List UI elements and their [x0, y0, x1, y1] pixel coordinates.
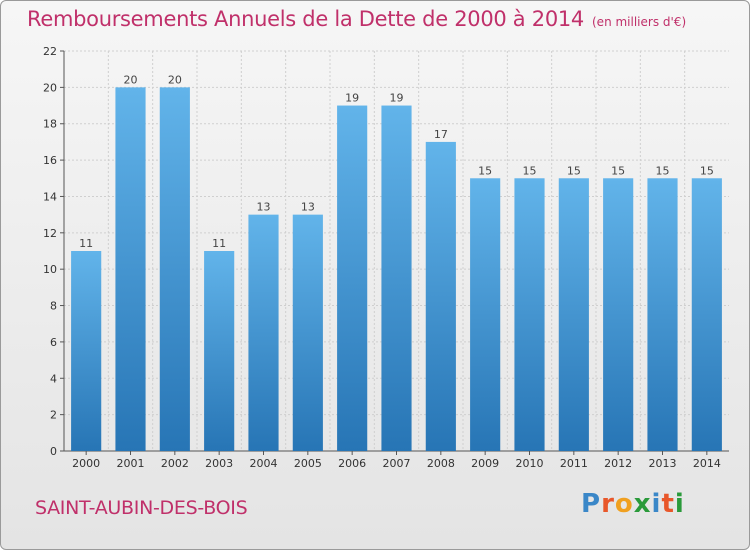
x-tick-label: 2003: [205, 457, 233, 470]
bar: [71, 251, 102, 451]
y-tick-label: 14: [43, 190, 57, 203]
data-label: 20: [124, 73, 138, 86]
y-tick-label: 0: [50, 445, 57, 458]
chart-title: Remboursements Annuels de la Dette de 20…: [27, 7, 584, 31]
data-label: 13: [301, 201, 315, 214]
data-label: 13: [257, 201, 271, 214]
data-label: 19: [390, 92, 404, 105]
commune-name: SAINT-AUBIN-DES-BOIS: [35, 497, 248, 519]
bar: [159, 87, 190, 451]
data-label: 15: [700, 164, 714, 177]
bar: [248, 214, 279, 451]
bar: [381, 105, 412, 451]
bar: [603, 178, 634, 452]
x-tick-label: 2008: [427, 457, 455, 470]
y-tick-label: 8: [50, 300, 57, 313]
x-tick-label: 2014: [693, 457, 721, 470]
proxiti-logo: Proxiti: [581, 489, 685, 519]
x-tick-label: 2010: [516, 457, 544, 470]
labels: 0 2 4 6 8 10 12 14 16 18 20 22 11 2000 20 2001 20 2002 11 2…: [43, 45, 721, 470]
bar: [292, 214, 323, 451]
x-tick-label: 2000: [72, 457, 100, 470]
bars: [71, 87, 722, 452]
bar: [204, 251, 235, 451]
x-tick-label: 2013: [649, 457, 677, 470]
y-tick-label: 10: [43, 263, 57, 276]
y-tick-label: 4: [50, 372, 57, 385]
x-tick-label: 2006: [338, 457, 366, 470]
x-tick-label: 2001: [117, 457, 145, 470]
y-tick-label: 12: [43, 227, 57, 240]
data-label: 11: [79, 237, 93, 250]
logo-letter: t: [661, 489, 675, 519]
bar: [647, 178, 678, 452]
logo-letter: P: [581, 489, 602, 519]
data-label: 17: [434, 128, 448, 141]
data-label: 15: [523, 164, 537, 177]
bar: [691, 178, 722, 452]
bar: [514, 178, 545, 452]
data-label: 15: [567, 164, 581, 177]
y-tick-label: 2: [50, 409, 57, 422]
logo-letter: r: [601, 489, 615, 519]
y-tick-label: 6: [50, 336, 57, 349]
x-tick-label: 2002: [161, 457, 189, 470]
logo-letter: i: [674, 489, 685, 519]
data-label: 19: [345, 92, 359, 105]
x-tick-label: 2009: [471, 457, 499, 470]
data-label: 11: [212, 237, 226, 250]
data-label: 20: [168, 73, 182, 86]
bar: [115, 87, 146, 451]
logo-letter: i: [651, 489, 662, 519]
data-label: 15: [656, 164, 670, 177]
y-tick-label: 20: [43, 81, 57, 94]
bar: [470, 178, 501, 452]
x-tick-label: 2007: [383, 457, 411, 470]
logo-letter: x: [633, 489, 652, 519]
y-tick-label: 22: [43, 45, 57, 58]
y-tick-label: 16: [43, 154, 57, 167]
data-label: 15: [478, 164, 492, 177]
title-block: Remboursements Annuels de la Dette de 20…: [27, 7, 686, 31]
data-label: 15: [611, 164, 625, 177]
x-tick-label: 2012: [604, 457, 632, 470]
x-tick-label: 2005: [294, 457, 322, 470]
bar: [558, 178, 589, 452]
chart-subtitle: (en milliers d'€): [592, 15, 687, 29]
bar: [337, 105, 368, 451]
x-tick-label: 2004: [250, 457, 278, 470]
x-tick-label: 2011: [560, 457, 588, 470]
bar: [425, 141, 456, 451]
y-tick-label: 18: [43, 118, 57, 131]
logo-letter: o: [614, 489, 634, 519]
